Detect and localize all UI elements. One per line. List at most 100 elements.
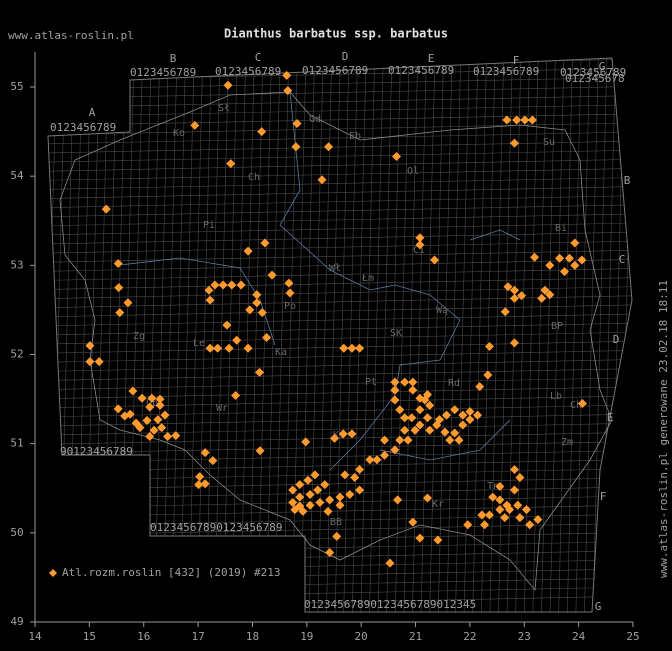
occurrence-point	[283, 86, 293, 96]
grid-line-h	[48, 204, 632, 217]
occurrence-point	[236, 280, 246, 290]
map-title: Dianthus barbatus ssp. barbatus	[224, 27, 448, 41]
occurrence-point	[252, 298, 262, 308]
occurrence-point	[305, 500, 315, 510]
occurrence-point	[282, 70, 292, 80]
grid-line-v	[317, 58, 333, 612]
grid-line-v	[222, 58, 238, 612]
grid-line-h	[48, 541, 632, 554]
occurrence-point	[425, 425, 435, 435]
grid-line-h	[48, 441, 632, 454]
occurrence-point	[484, 510, 494, 520]
grid-digits: 90123456789	[60, 445, 133, 458]
grid-line-v	[463, 58, 479, 612]
grid-line-v	[214, 58, 229, 612]
x-tick-label: 21	[409, 630, 422, 643]
occurrence-point	[477, 510, 487, 520]
occurrence-point	[392, 152, 402, 162]
grid-digits: 01234567890123456789012345	[304, 598, 476, 611]
occurrence-point	[400, 413, 410, 423]
grid-line-v	[455, 58, 470, 612]
region-label: SK	[390, 328, 402, 339]
grid-line-v	[76, 58, 92, 612]
occurrence-point	[390, 385, 400, 395]
grid-line-v	[403, 58, 419, 612]
region-label: Op	[146, 398, 158, 409]
occurrence-point	[415, 533, 425, 543]
occurrence-point	[335, 492, 345, 502]
occurrence-point	[290, 505, 300, 515]
occurrence-point	[145, 432, 155, 442]
occurrence-point	[255, 367, 265, 377]
occurrence-point	[149, 425, 159, 435]
x-tick-label: 25	[626, 630, 639, 643]
y-tick-label: 54	[10, 169, 24, 182]
occurrence-point	[113, 404, 123, 414]
occurrence-point	[458, 410, 468, 420]
grid-line-h	[48, 513, 632, 527]
occurrence-point	[262, 333, 272, 343]
row-letter: D	[613, 333, 620, 346]
occurrence-point	[385, 558, 395, 568]
grid-line-v	[472, 58, 487, 612]
grid-line-h	[48, 195, 632, 208]
region-label: Kr	[432, 499, 444, 510]
column-letter: D	[342, 50, 349, 63]
occurrence-point	[160, 410, 170, 420]
occurrence-point	[355, 485, 365, 495]
occurrence-point	[101, 204, 111, 214]
occurrence-point	[339, 343, 349, 353]
y-tick-label: 50	[10, 526, 23, 539]
occurrence-point	[395, 405, 405, 415]
occurrence-point	[155, 394, 165, 404]
grid-line-h	[48, 431, 632, 445]
x-tick-label: 16	[137, 630, 150, 643]
occurrence-point	[520, 115, 530, 125]
x-tick-label: 17	[191, 630, 204, 643]
region-label: Le	[193, 338, 205, 349]
occurrence-point	[500, 307, 510, 317]
region-label: Ki	[333, 430, 345, 441]
region-label: BB	[330, 517, 342, 528]
occurrence-point	[450, 428, 460, 438]
grid-line-v	[394, 58, 410, 612]
occurrence-point	[355, 465, 365, 475]
grid-line-h	[48, 368, 632, 381]
occurrence-point	[465, 415, 475, 425]
region-label: Eb	[349, 131, 361, 142]
occurrence-point	[400, 377, 410, 387]
region-label: Ka	[275, 347, 287, 358]
occurrence-point	[533, 514, 543, 524]
occurrence-point	[285, 288, 295, 298]
grid-line-v	[386, 58, 401, 612]
occurrence-point	[205, 343, 215, 353]
grid-line-v	[377, 58, 393, 612]
occurrence-point	[204, 285, 214, 295]
occurrence-point	[410, 425, 420, 435]
grid-line-v	[549, 58, 565, 612]
x-tick-label: 23	[518, 630, 531, 643]
occurrence-point	[295, 492, 305, 502]
occurrence-point	[295, 480, 305, 490]
occurrence-point	[137, 393, 147, 403]
grid-line-v	[68, 58, 83, 612]
region-label: BP	[551, 321, 563, 332]
grid-line-h	[48, 95, 632, 108]
region-label: Ci	[413, 245, 425, 256]
occurrence-point	[301, 437, 311, 447]
grid-line-v	[300, 58, 315, 612]
grid-line-h	[48, 395, 632, 409]
x-tick-label: 24	[572, 630, 586, 643]
grid-line-h	[48, 286, 632, 299]
occurrence-point	[500, 513, 510, 523]
occurrence-point	[208, 456, 218, 466]
grid-line-h	[48, 304, 632, 318]
occurrence-point	[94, 357, 104, 367]
grid-line-v	[93, 58, 109, 612]
row-letter: E	[607, 411, 614, 424]
country-border	[59, 91, 613, 592]
occurrence-point	[525, 520, 535, 530]
region-label: Ko	[173, 128, 185, 139]
grid-line-v	[541, 58, 556, 612]
